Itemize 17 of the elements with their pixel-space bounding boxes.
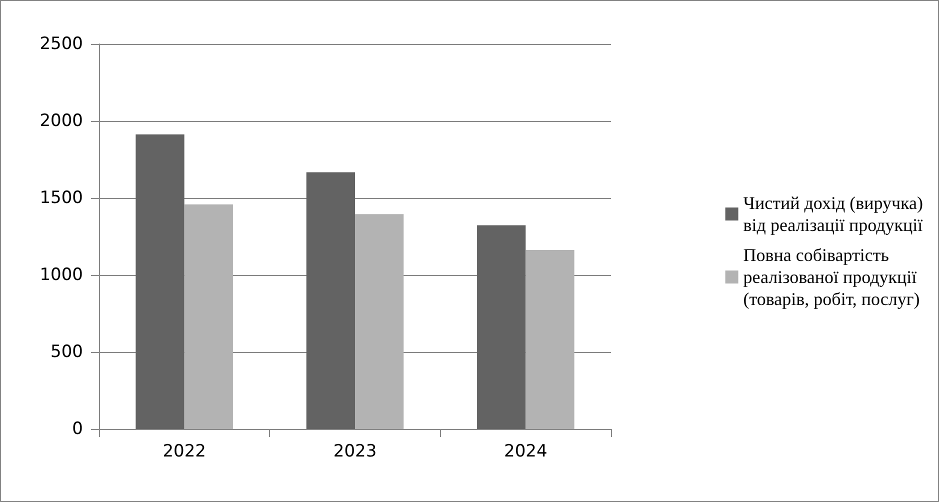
y-tick-label: 0 (72, 419, 83, 439)
bar (306, 172, 355, 429)
bar (526, 250, 574, 429)
y-tick-label: 1500 (40, 188, 83, 208)
legend-label: Повна собівартість реалізованої продукції (товарів, робіт, послуг) (743, 245, 920, 309)
y-tick-label: 2500 (40, 34, 83, 54)
y-tick-label: 1000 (40, 265, 83, 285)
x-tick-label: 2022 (162, 442, 206, 462)
bar (184, 204, 233, 429)
y-tick-label: 500 (50, 342, 83, 362)
x-tick-label: 2023 (333, 442, 377, 462)
y-tick-label: 2000 (40, 111, 83, 131)
bar (477, 225, 526, 429)
legend-label: Чистий дохід (виручка) від реалізації продукції (743, 193, 924, 235)
bar (355, 214, 404, 429)
x-tick-label: 2024 (504, 442, 548, 462)
bar (136, 134, 184, 429)
